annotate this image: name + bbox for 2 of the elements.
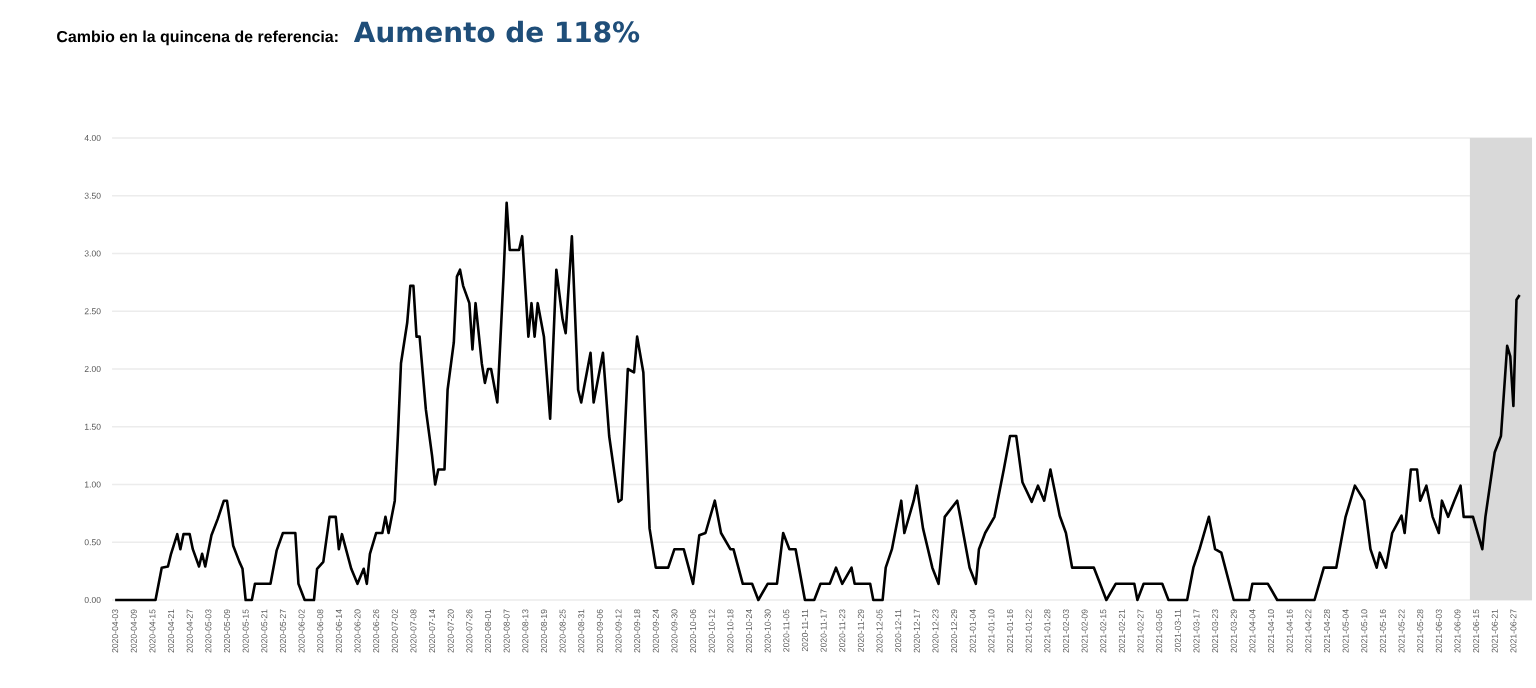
chart-subtitle: Aumento de 118% [353, 20, 640, 43]
line-series [113, 201, 1521, 602]
